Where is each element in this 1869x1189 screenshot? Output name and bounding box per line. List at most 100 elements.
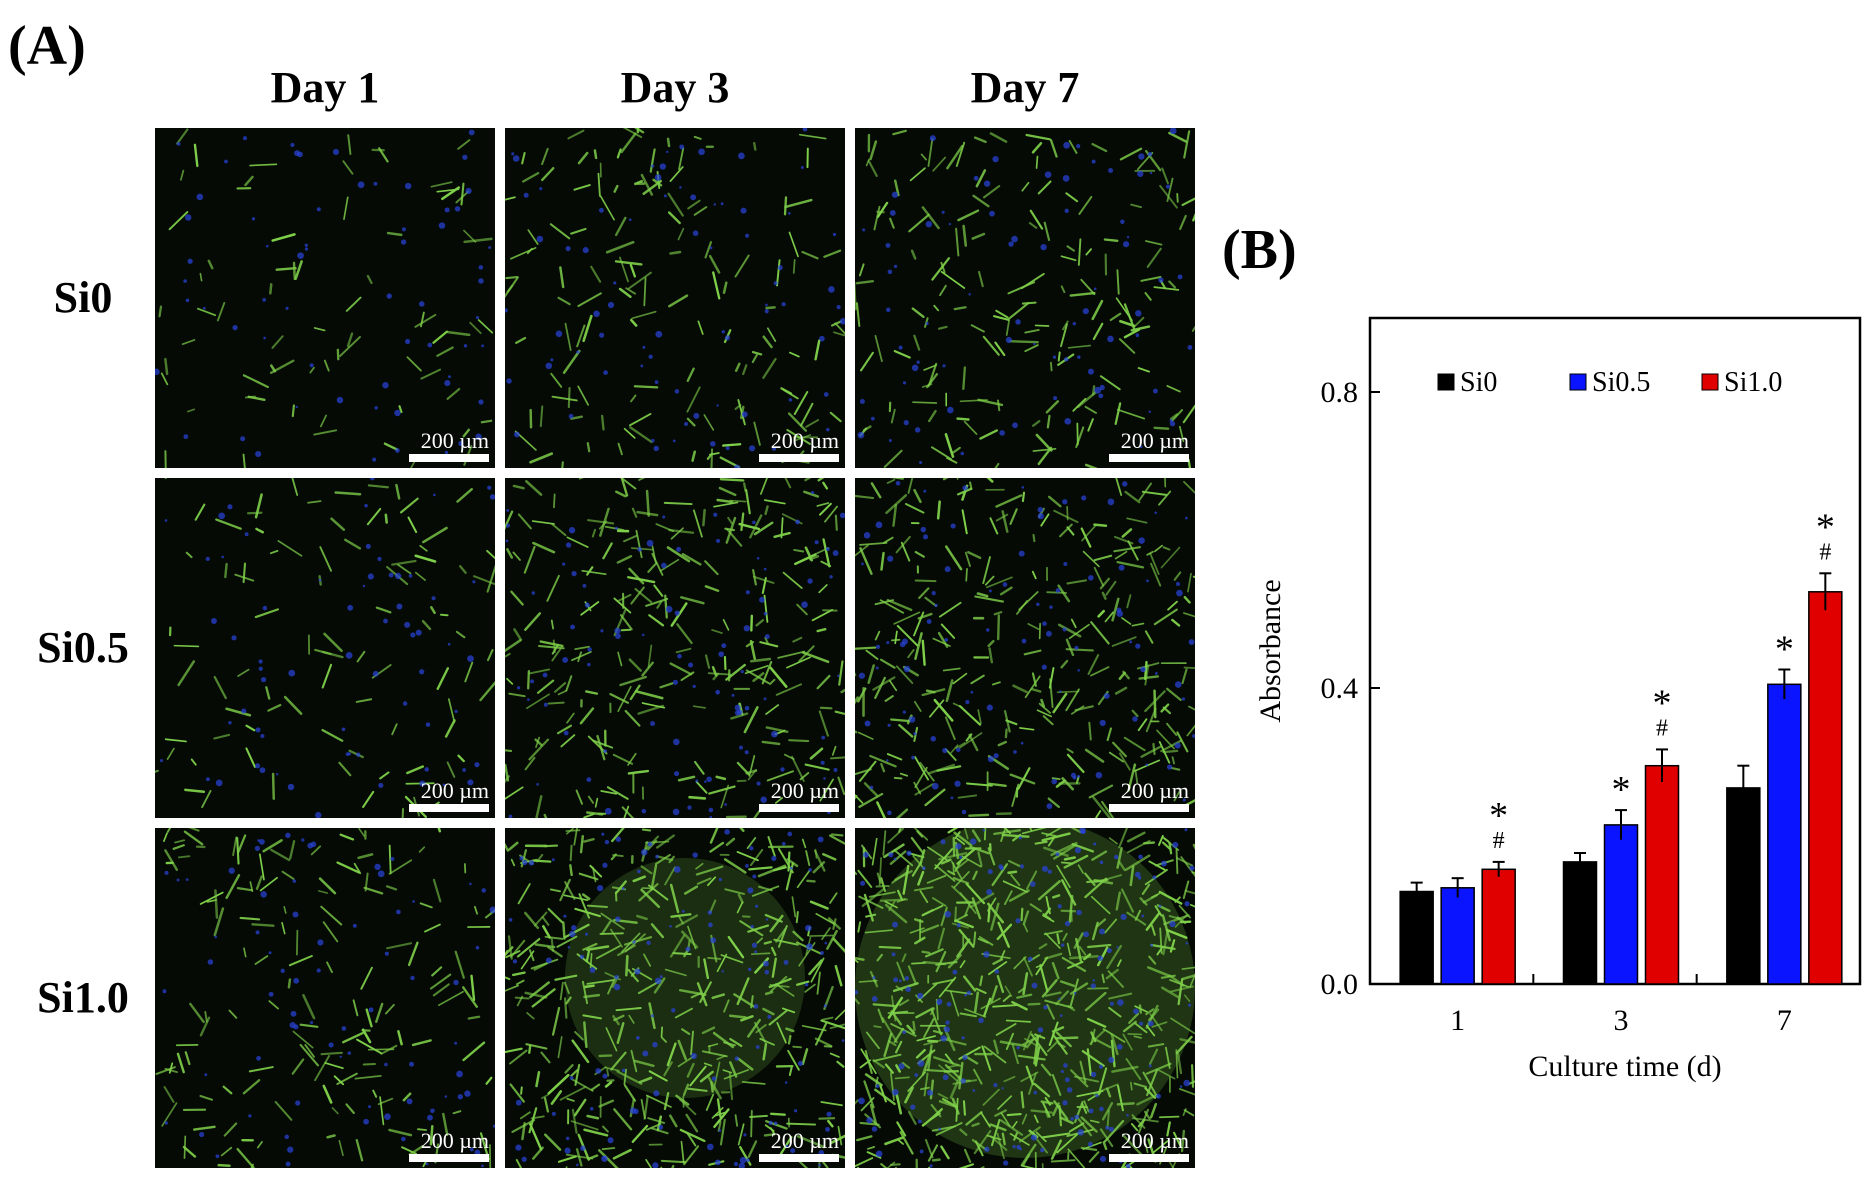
cell-filament: [769, 983, 790, 988]
cell-filament: [769, 914, 784, 933]
cell-filament: [796, 870, 811, 889]
nucleus-dot: [515, 1099, 522, 1106]
cell-filament: [1057, 351, 1061, 362]
cell-filament: [322, 921, 339, 943]
cell-filament: [1084, 405, 1097, 414]
cell-filament: [1156, 729, 1175, 750]
cell-filament: [1037, 446, 1053, 466]
cell-filament: [1133, 1035, 1142, 1039]
cell-filament: [193, 143, 199, 168]
nucleus-dot: [806, 943, 813, 950]
cell-filament: [550, 1090, 563, 1105]
cell-filament: [1116, 1084, 1124, 1112]
cell-filament: [737, 893, 744, 904]
nucleus-dot: [1094, 386, 1102, 394]
nucleus-dot: [275, 773, 279, 776]
nucleus-dot: [655, 977, 662, 985]
cell-filament: [831, 745, 837, 756]
cell-filament: [164, 357, 169, 376]
cell-filament: [199, 272, 203, 282]
cell-filament: [892, 129, 907, 136]
cell-filament: [176, 128, 189, 145]
cell-filament: [536, 679, 555, 694]
cell-filament: [934, 864, 956, 882]
column-header-day7: Day 7: [970, 63, 1080, 112]
cell-filament: [479, 681, 495, 702]
nucleus-dot: [966, 990, 972, 995]
nucleus-dot: [740, 670, 744, 674]
cell-filament: [421, 619, 432, 631]
nucleus-dot: [427, 1114, 433, 1121]
nucleus-dot: [920, 526, 927, 533]
cell-filament: [890, 1072, 895, 1101]
nucleus-dot: [800, 166, 804, 170]
nucleus-dot: [475, 945, 480, 950]
cell-filament: [713, 1108, 730, 1128]
cell-filament: [245, 747, 256, 768]
cell-filament: [556, 724, 573, 735]
cell-filament: [1115, 891, 1121, 911]
nucleus-dot: [316, 207, 321, 212]
cell-filament: [763, 940, 772, 945]
cell-filament: [869, 754, 897, 768]
cell-filament: [940, 623, 956, 639]
cell-filament: [540, 1051, 551, 1064]
nucleus-dot: [1135, 310, 1142, 317]
cell-filament: [1044, 952, 1063, 960]
nucleus-dot: [862, 228, 866, 232]
nucleus-dot: [737, 709, 743, 715]
cell-filament: [1189, 972, 1195, 988]
cell-filament: [719, 1118, 726, 1146]
cell-filament: [546, 574, 560, 602]
nucleus-dot: [784, 1081, 788, 1084]
cell-filament: [1191, 325, 1195, 332]
cell-filament: [204, 1011, 208, 1023]
bar-si0-day1: [1399, 890, 1434, 985]
cell-filament: [589, 864, 603, 878]
cell-filament: [310, 845, 322, 856]
nucleus-dot: [863, 532, 871, 539]
nucleus-dot: [374, 406, 378, 410]
cell-filament: [535, 853, 544, 863]
cell-filament: [701, 1050, 728, 1058]
cell-filament: [660, 1159, 687, 1164]
cell-filament: [1145, 912, 1161, 931]
cell-filament: [1090, 666, 1110, 677]
cell-filament: [996, 974, 1005, 994]
nucleus-dot: [285, 306, 289, 310]
cell-filament: [569, 864, 573, 877]
cell-filament: [1091, 850, 1108, 861]
cell-filament: [1192, 575, 1195, 579]
cell-filament: [710, 448, 714, 468]
cell-filament: [402, 1092, 412, 1102]
cell-filament: [1181, 974, 1195, 981]
nucleus-dot: [315, 811, 322, 818]
cell-filament: [1125, 1058, 1142, 1081]
cell-filament: [1154, 544, 1163, 553]
cell-filament: [690, 1030, 694, 1056]
cell-filament: [324, 1062, 344, 1070]
cell-filament: [914, 579, 937, 583]
nucleus-dot: [454, 1041, 458, 1045]
nucleus-dot: [204, 1073, 208, 1077]
cell-filament: [384, 513, 388, 524]
cell-filament: [874, 599, 894, 606]
nucleus-dot: [1137, 170, 1144, 177]
cell-filament: [1144, 630, 1154, 644]
cell-filament: [1144, 664, 1150, 686]
cell-filament: [508, 692, 526, 698]
cell-filament: [292, 1030, 314, 1049]
cell-filament: [962, 366, 967, 391]
cell-filament: [683, 1145, 700, 1166]
nucleus-dot: [467, 779, 474, 786]
nucleus-dot: [1138, 537, 1145, 544]
cell-filament: [242, 374, 269, 389]
nucleus-dot: [1018, 550, 1025, 557]
cell-filament: [613, 184, 619, 193]
cell-filament: [995, 494, 1023, 508]
nucleus-dot: [1079, 828, 1086, 834]
cell-filament: [1044, 1096, 1051, 1106]
cell-filament: [505, 946, 514, 957]
nucleus-dot: [805, 924, 812, 932]
nucleus-dot: [582, 247, 589, 254]
